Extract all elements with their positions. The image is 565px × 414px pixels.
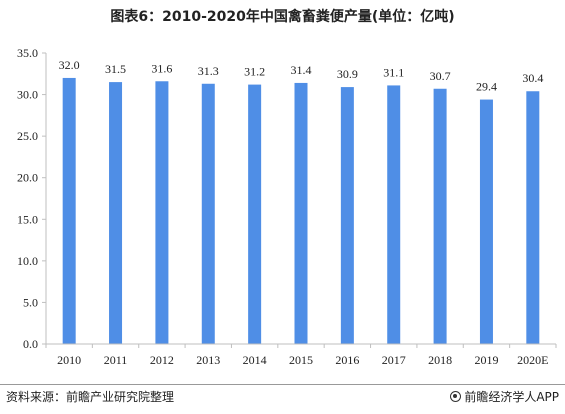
- x-tick-label: 2018: [428, 353, 452, 367]
- x-tick-label: 2010: [57, 353, 81, 367]
- bar: [433, 88, 447, 344]
- y-tick-label: 20.0: [17, 171, 38, 185]
- bar-chart: 0.05.010.015.020.025.030.035.0 32.0 31.5 3…: [17, 46, 557, 367]
- x-tick-label: 2020E: [517, 353, 548, 367]
- x-tick-label: 2019: [474, 353, 498, 367]
- data-label: 31.6: [151, 61, 172, 75]
- bar: [294, 82, 308, 344]
- y-tick-label: 25.0: [17, 129, 38, 143]
- x-tick-label: 2013: [196, 353, 220, 367]
- bars: [62, 77, 540, 345]
- data-label: 31.3: [198, 64, 219, 78]
- x-tick-label: 2016: [335, 353, 359, 367]
- data-label: 30.7: [430, 69, 451, 83]
- chart-title: 图表6：2010-2020年中国禽畜粪便产量(单位：亿吨): [110, 9, 455, 25]
- y-tick-label: 5.0: [23, 295, 38, 309]
- x-tick-label: 2017: [382, 353, 406, 367]
- bar: [109, 82, 123, 344]
- bar: [201, 83, 215, 345]
- brand-name: 前瞻经济学人APP: [464, 390, 559, 404]
- footer-divider: [0, 384, 565, 385]
- bar: [526, 91, 540, 344]
- brand-credit: 前瞻经济学人APP: [450, 388, 559, 405]
- bar: [155, 81, 169, 345]
- data-label: 31.5: [105, 62, 126, 76]
- y-tick-label: 35.0: [17, 46, 38, 60]
- bar: [62, 77, 76, 344]
- x-tick-label: 2014: [243, 353, 267, 367]
- y-tick-label: 0.0: [23, 337, 38, 351]
- x-axis: 2010 2011 2012 2013 2014 2015 2016 2017 2018 2019…: [45, 343, 557, 367]
- data-label: 30.4: [522, 71, 543, 85]
- data-label: 31.4: [291, 63, 312, 77]
- y-tick-label: 30.0: [17, 88, 38, 102]
- data-label: 30.9: [337, 67, 358, 81]
- data-label: 31.1: [383, 65, 404, 79]
- data-label: 31.2: [244, 65, 265, 79]
- bar: [340, 87, 354, 345]
- bar: [248, 84, 262, 344]
- y-axis: 0.0 5.0 10.0 15.0 20.0 25.0 30.0 35.0: [17, 46, 47, 351]
- value-labels: 32.0 31.5 31.6 31.3 31.2 31.4 30.9 31.1 30.7 29.4…: [59, 58, 544, 94]
- x-tick-label: 2011: [104, 353, 128, 367]
- y-tick-label: 15.0: [17, 212, 38, 226]
- source-note: 资料来源：前瞻产业研究院整理: [6, 390, 175, 404]
- x-tick-label: 2012: [150, 353, 174, 367]
- data-label: 29.4: [476, 80, 497, 94]
- brand-logo-icon: [450, 391, 462, 402]
- x-tick-label: 2015: [289, 353, 313, 367]
- y-tick-label: 10.0: [17, 254, 38, 268]
- bar: [479, 99, 493, 344]
- bar: [387, 85, 401, 344]
- data-label: 32.0: [59, 58, 80, 72]
